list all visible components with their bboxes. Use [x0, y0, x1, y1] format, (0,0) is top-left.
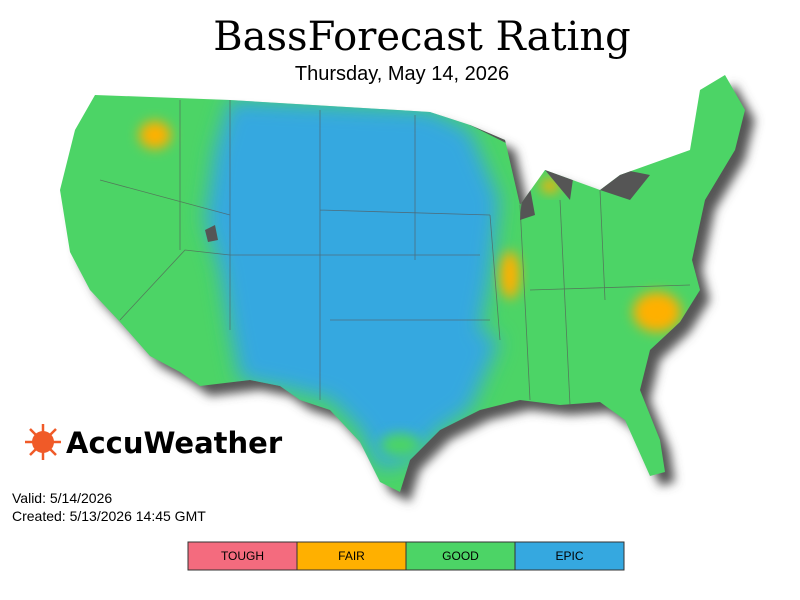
legend-label: FAIR: [338, 549, 365, 563]
legend-swatch: [187, 541, 298, 571]
legend-swatch: [296, 541, 407, 571]
good-area: [380, 433, 420, 457]
valid: Valid: 5/14/2026: [12, 490, 112, 506]
logo-sun-core: [32, 431, 54, 453]
state-lines: [99, 100, 691, 406]
fair-area: [541, 179, 559, 193]
legend-label: EPIC: [555, 549, 583, 563]
created: Created: 5/13/2026 14:45 GMT: [12, 508, 206, 524]
title: BassForecast Rating: [213, 14, 630, 60]
legend-label: TOUGH: [221, 549, 264, 563]
subtitle: Thursday, May 14, 2026: [295, 63, 509, 85]
brand: AccuWeather: [66, 426, 283, 460]
legend-swatch: [514, 541, 625, 571]
epic-area: [205, 100, 500, 470]
legend-label: GOOD: [442, 549, 479, 563]
fair-area: [139, 121, 171, 149]
legend: TOUGH FAIR GOOD EPIC: [187, 541, 625, 571]
fair-area: [500, 251, 520, 299]
logo: AccuWeather: [25, 424, 283, 460]
lakes: [205, 115, 650, 242]
fair-area: [633, 292, 681, 332]
